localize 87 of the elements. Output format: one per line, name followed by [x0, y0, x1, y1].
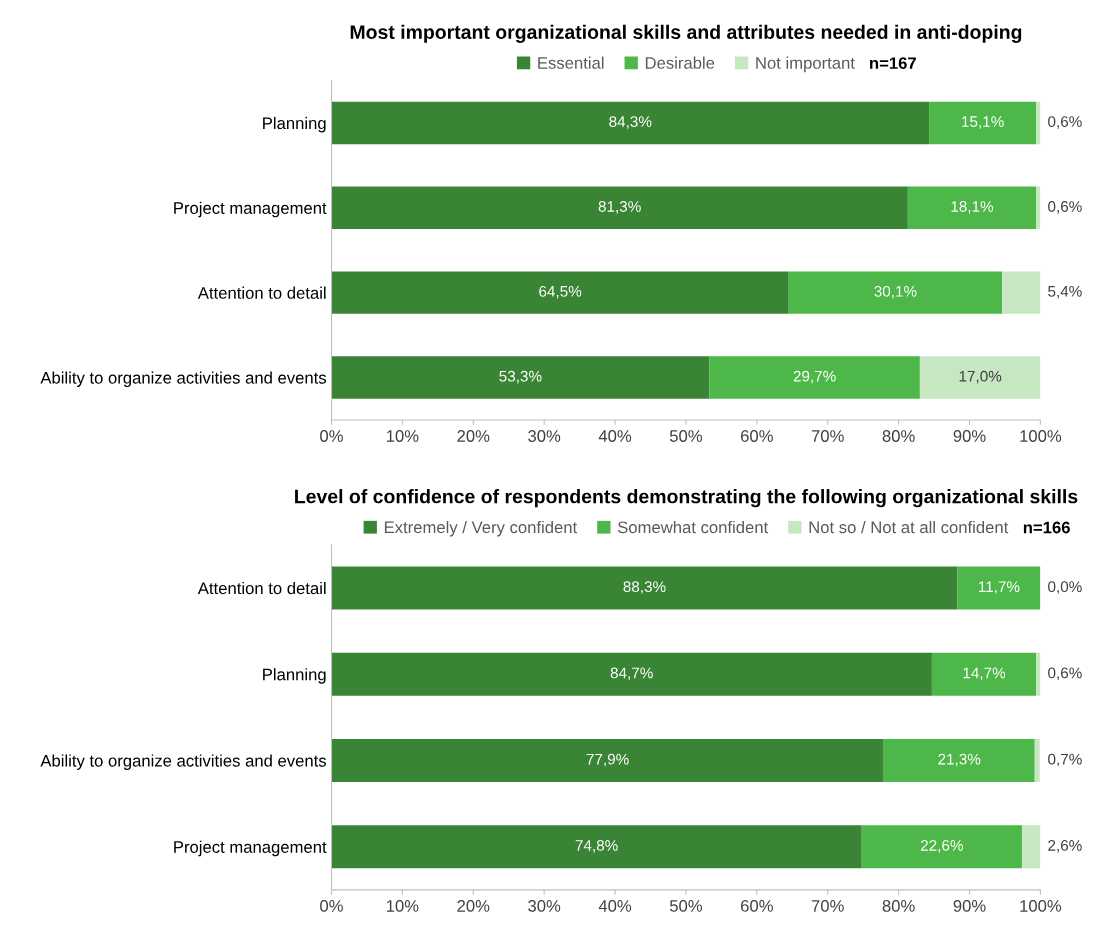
x-tick-label: 10% [386, 430, 419, 442]
bar [331, 652, 932, 696]
bar [919, 356, 1041, 399]
x-tick-label: 70% [811, 900, 844, 912]
bar [1036, 186, 1041, 229]
bar [331, 356, 710, 399]
bar [1036, 101, 1041, 145]
x-tick-label: 40% [598, 900, 632, 912]
data-label: 64,5% [539, 285, 582, 299]
data-label: 84,7% [610, 667, 653, 681]
legend-label: Essential [538, 56, 604, 69]
bar [331, 738, 884, 783]
bar [331, 271, 789, 314]
x-tick-label: 90% [953, 430, 986, 442]
y-tick-label: Ability to organize activities and events [40, 754, 327, 770]
y-tick-label: Attention to detail [197, 581, 326, 595]
x-tick-label: 60% [741, 430, 773, 442]
data-label: 2,6% [1048, 840, 1082, 853]
x-tick-label: 70% [811, 430, 844, 442]
legend-label: Somewhat confident [617, 520, 769, 534]
x-tick-label: 80% [882, 430, 915, 442]
y-tick-label: Ability to organize activities and events [40, 371, 327, 388]
legend-label: Not so / Not at all confident [809, 520, 1009, 534]
y-tick-label: Planning [263, 116, 326, 133]
bar [1002, 271, 1041, 314]
data-label: 0,6% [1048, 667, 1082, 681]
x-tick-label: 40% [598, 430, 632, 442]
data-label: 0,6% [1048, 201, 1082, 214]
bar [957, 566, 1041, 610]
data-label: 5,4% [1048, 286, 1082, 299]
bar [861, 825, 1022, 869]
x-tick-label: 100% [1020, 430, 1062, 442]
y-tick-label: Planning [263, 668, 326, 684]
data-label: 14,7% [963, 667, 1006, 681]
bar [931, 652, 1037, 696]
legend-label: Not important [756, 56, 855, 73]
data-label: 84,3% [609, 116, 652, 129]
y-tick-label: Project management [174, 840, 327, 857]
x-tick-label: 90% [953, 900, 986, 912]
x-tick-label: 20% [457, 900, 490, 912]
y-tick-label: Project management [174, 201, 327, 218]
data-label: 77,9% [586, 753, 629, 767]
data-label: 0,0% [1048, 581, 1082, 594]
data-label: 0,6% [1048, 116, 1082, 129]
legend-label: Extremely / Very confident [384, 520, 578, 537]
bar [1034, 738, 1040, 783]
x-tick-label: 20% [457, 430, 490, 442]
data-label: 53,3% [499, 370, 542, 384]
bar [788, 271, 1003, 314]
data-label: 29,7% [793, 370, 836, 384]
bar [331, 825, 862, 869]
data-label: 0,7% [1048, 753, 1082, 767]
text: n=167 [870, 57, 916, 70]
bar [907, 186, 1037, 229]
data-label: 11,7% [978, 581, 1020, 594]
data-label: 15,1% [962, 116, 1004, 129]
chart-title: Most important organizational skills and attributes needed in anti-doping [350, 24, 1022, 43]
bar [331, 566, 958, 610]
data-label: 17,0% [959, 370, 1002, 384]
x-tick-label: 100% [1020, 900, 1062, 912]
data-label: 30,1% [874, 285, 917, 299]
data-label: 88,3% [623, 581, 666, 594]
x-tick-label: 80% [882, 900, 915, 912]
data-label: 21,3% [938, 753, 981, 767]
chart-title: Level of confidence of respondents demonstrating the following organizational skills [295, 489, 1078, 508]
x-tick-label: 0% [320, 430, 343, 442]
legend-label: Desirable [645, 56, 715, 69]
data-label: 74,8% [575, 840, 618, 853]
bar [1036, 652, 1041, 696]
x-tick-label: 0% [320, 900, 343, 912]
bar [1021, 825, 1041, 869]
text: n=166 [1023, 521, 1070, 534]
bar [331, 101, 930, 145]
x-tick-label: 60% [741, 900, 773, 912]
data-label: 22,6% [920, 840, 963, 853]
x-tick-label: 10% [386, 900, 419, 912]
y-tick-label: Attention to detail [197, 286, 326, 299]
data-label: 18,1% [951, 201, 994, 214]
x-tick-label: 30% [528, 900, 561, 912]
x-tick-label: 50% [669, 900, 703, 912]
bar [709, 356, 920, 399]
bar [883, 738, 1035, 783]
data-label: 81,3% [598, 201, 641, 214]
x-tick-label: 30% [528, 430, 561, 442]
bar [929, 101, 1037, 145]
x-tick-label: 50% [669, 430, 703, 442]
bar [331, 186, 908, 229]
